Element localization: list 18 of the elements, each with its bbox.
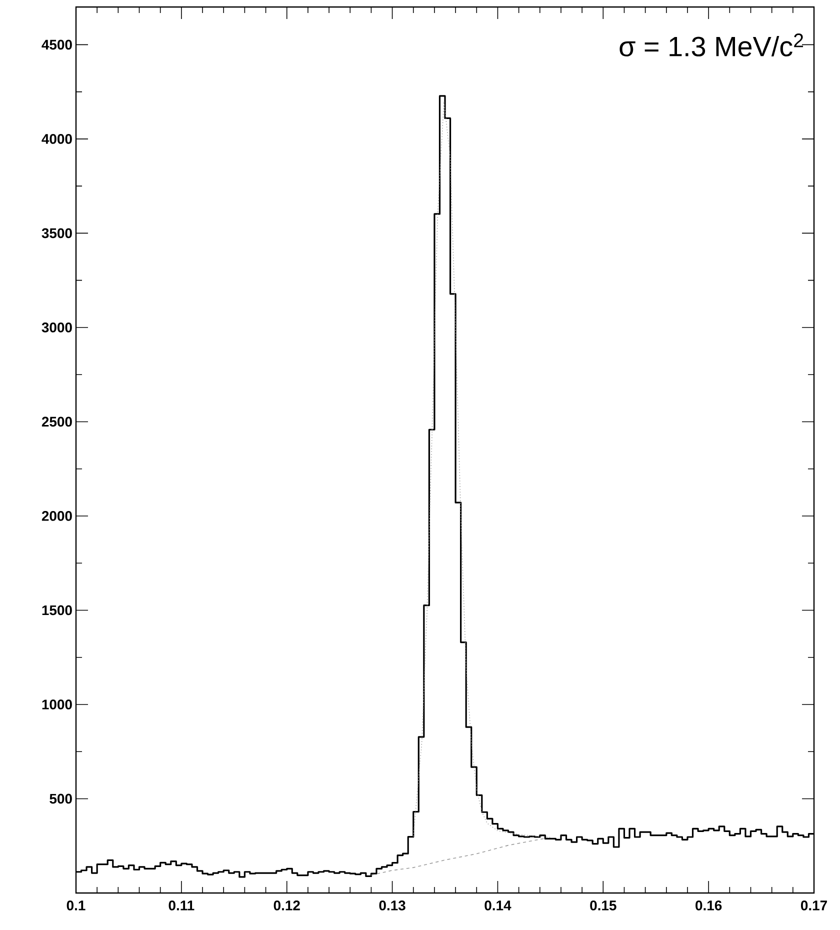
y-tick-label: 1500 [42,605,72,616]
annotation: σ = 1.3 MeV/c$^{2}$ [620,34,804,56]
y-tick-label: 1000 [42,700,72,710]
x-tick-label: 0.15 [590,900,616,910]
x-tick-label: 0.16 [696,900,722,910]
y-tick-label: 4000 [42,134,72,144]
y-tick-label: 500 [50,794,72,804]
y-tick-label: 3500 [42,228,72,238]
x-tick-label: 0.12 [274,900,300,910]
y-tick-label: 4500 [42,40,72,50]
x-tick-label: 0.11 [168,900,194,910]
y-tick-label: 2500 [42,416,72,427]
y-tick-label: 2000 [42,511,72,521]
x-tick-label: 0.14 [484,900,512,910]
x-tick-label: 0.17 [800,900,827,910]
y-tick-label: 3000 [42,322,72,332]
x-tick-label: 0.1 [66,900,86,910]
x-tick-label: 0.13 [379,900,406,910]
